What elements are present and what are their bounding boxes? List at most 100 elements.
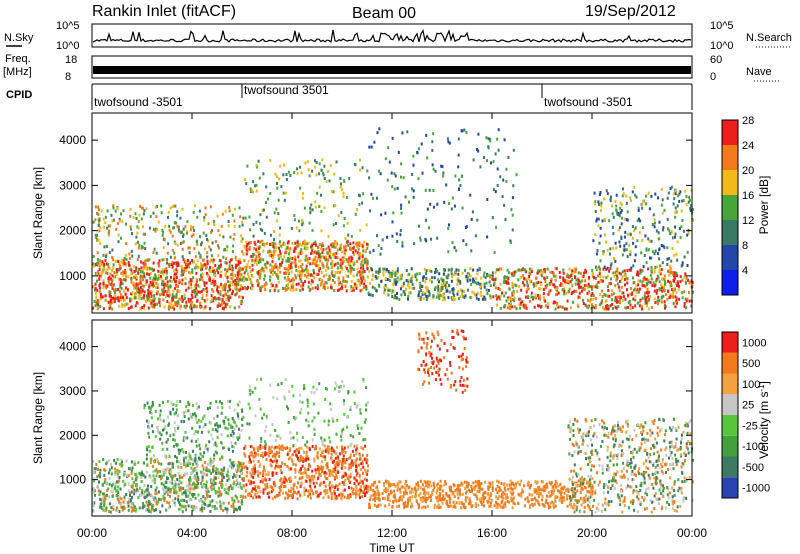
heatmap-cell — [608, 294, 611, 298]
heatmap-cell — [170, 275, 172, 279]
heatmap-cell — [472, 277, 475, 281]
heatmap-cell — [214, 441, 217, 445]
heatmap-cell — [259, 276, 261, 280]
heatmap-cell — [184, 491, 187, 495]
heatmap-cell — [244, 465, 247, 469]
heatmap-cell — [131, 495, 133, 499]
heatmap-cell — [371, 268, 373, 272]
heatmap-cell — [152, 496, 155, 499]
heatmap-cell — [366, 266, 369, 270]
heatmap-cell — [169, 490, 172, 494]
heatmap-cell — [211, 487, 214, 491]
heatmap-cell — [122, 261, 125, 265]
velocity-heatmap — [92, 329, 694, 514]
heatmap-cell — [226, 470, 229, 474]
heatmap-cell — [301, 287, 304, 291]
heatmap-cell — [135, 288, 138, 292]
heatmap-cell — [342, 195, 345, 199]
heatmap-cell — [143, 306, 146, 310]
heatmap-cell — [194, 204, 197, 208]
heatmap-cell — [164, 424, 167, 428]
heatmap-cell — [189, 305, 191, 309]
heatmap-cell — [96, 251, 99, 255]
heatmap-cell — [407, 297, 409, 301]
heatmap-cell — [159, 304, 161, 308]
heatmap-cell — [486, 274, 489, 278]
heatmap-cell — [299, 288, 302, 292]
heatmap-cell — [540, 271, 543, 275]
heatmap-cell — [238, 224, 241, 228]
heatmap-cell — [632, 297, 635, 301]
heatmap-cell — [368, 176, 371, 180]
heatmap-cell — [187, 504, 190, 508]
heatmap-cell — [172, 289, 175, 293]
heatmap-cell — [240, 471, 243, 475]
heatmap-cell — [647, 299, 650, 303]
heatmap-cell — [561, 305, 564, 309]
heatmap-cell — [206, 449, 209, 453]
heatmap-cell — [205, 281, 208, 285]
heatmap-cell — [408, 286, 411, 290]
heatmap-cell — [390, 291, 393, 295]
heatmap-cell — [135, 482, 138, 486]
heatmap-cell — [659, 264, 662, 268]
heatmap-cell — [490, 296, 493, 300]
heatmap-cell — [522, 268, 525, 272]
heatmap-cell — [203, 472, 206, 476]
heatmap-cell — [273, 230, 276, 233]
heatmap-cell — [446, 289, 449, 293]
heatmap-cell — [258, 247, 261, 251]
heatmap-cell — [173, 240, 176, 244]
heatmap-cell — [194, 476, 197, 480]
heatmap-cell — [461, 129, 464, 133]
heatmap-cell — [359, 289, 362, 293]
heatmap-cell — [614, 270, 617, 274]
heatmap-cell — [164, 485, 167, 489]
heatmap-cell — [138, 267, 141, 271]
heatmap-cell — [293, 490, 295, 494]
heatmap-cell — [94, 291, 97, 295]
heatmap-cell — [599, 267, 602, 271]
heatmap-cell — [344, 285, 347, 288]
heatmap-cell — [192, 412, 194, 416]
heatmap-cell — [263, 285, 266, 289]
heatmap-cell — [360, 271, 363, 275]
heatmap-cell — [677, 287, 680, 291]
heatmap-cell — [203, 482, 205, 486]
heatmap-cell — [377, 283, 380, 287]
heatmap-cell — [325, 247, 328, 251]
heatmap-cell — [413, 286, 416, 290]
heatmap-cell — [196, 292, 199, 296]
heatmap-cell — [380, 247, 383, 250]
heatmap-cell — [208, 278, 211, 282]
heatmap-cell — [103, 502, 106, 506]
heatmap-cell — [234, 293, 237, 297]
colorbar-tick-label: 20 — [742, 165, 754, 177]
heatmap-cell — [539, 287, 542, 291]
heatmap-cell — [379, 172, 382, 176]
heatmap-cell — [178, 507, 181, 511]
heatmap-cell — [510, 208, 513, 212]
heatmap-cell — [667, 191, 670, 195]
heatmap-cell — [628, 268, 631, 272]
heatmap-cell — [268, 249, 271, 253]
heatmap-cell — [686, 264, 689, 267]
heatmap-cell — [550, 277, 553, 281]
heatmap-cell — [418, 282, 421, 286]
heatmap-cell — [265, 185, 268, 189]
heatmap-cell — [128, 491, 131, 495]
heatmap-cell — [224, 302, 227, 306]
heatmap-cell — [637, 283, 640, 287]
heatmap-cell — [503, 203, 506, 207]
heatmap-cell — [265, 282, 268, 286]
heatmap-cell — [233, 480, 236, 484]
heatmap-cell — [132, 275, 135, 279]
heatmap-cell — [292, 462, 295, 466]
heatmap-cell — [276, 445, 279, 449]
heatmap-cell — [356, 260, 358, 263]
heatmap-cell — [143, 272, 146, 276]
heatmap-cell — [548, 281, 551, 285]
heatmap-cell — [187, 400, 190, 404]
heatmap-cell — [235, 282, 238, 286]
heatmap-cell — [192, 276, 195, 280]
